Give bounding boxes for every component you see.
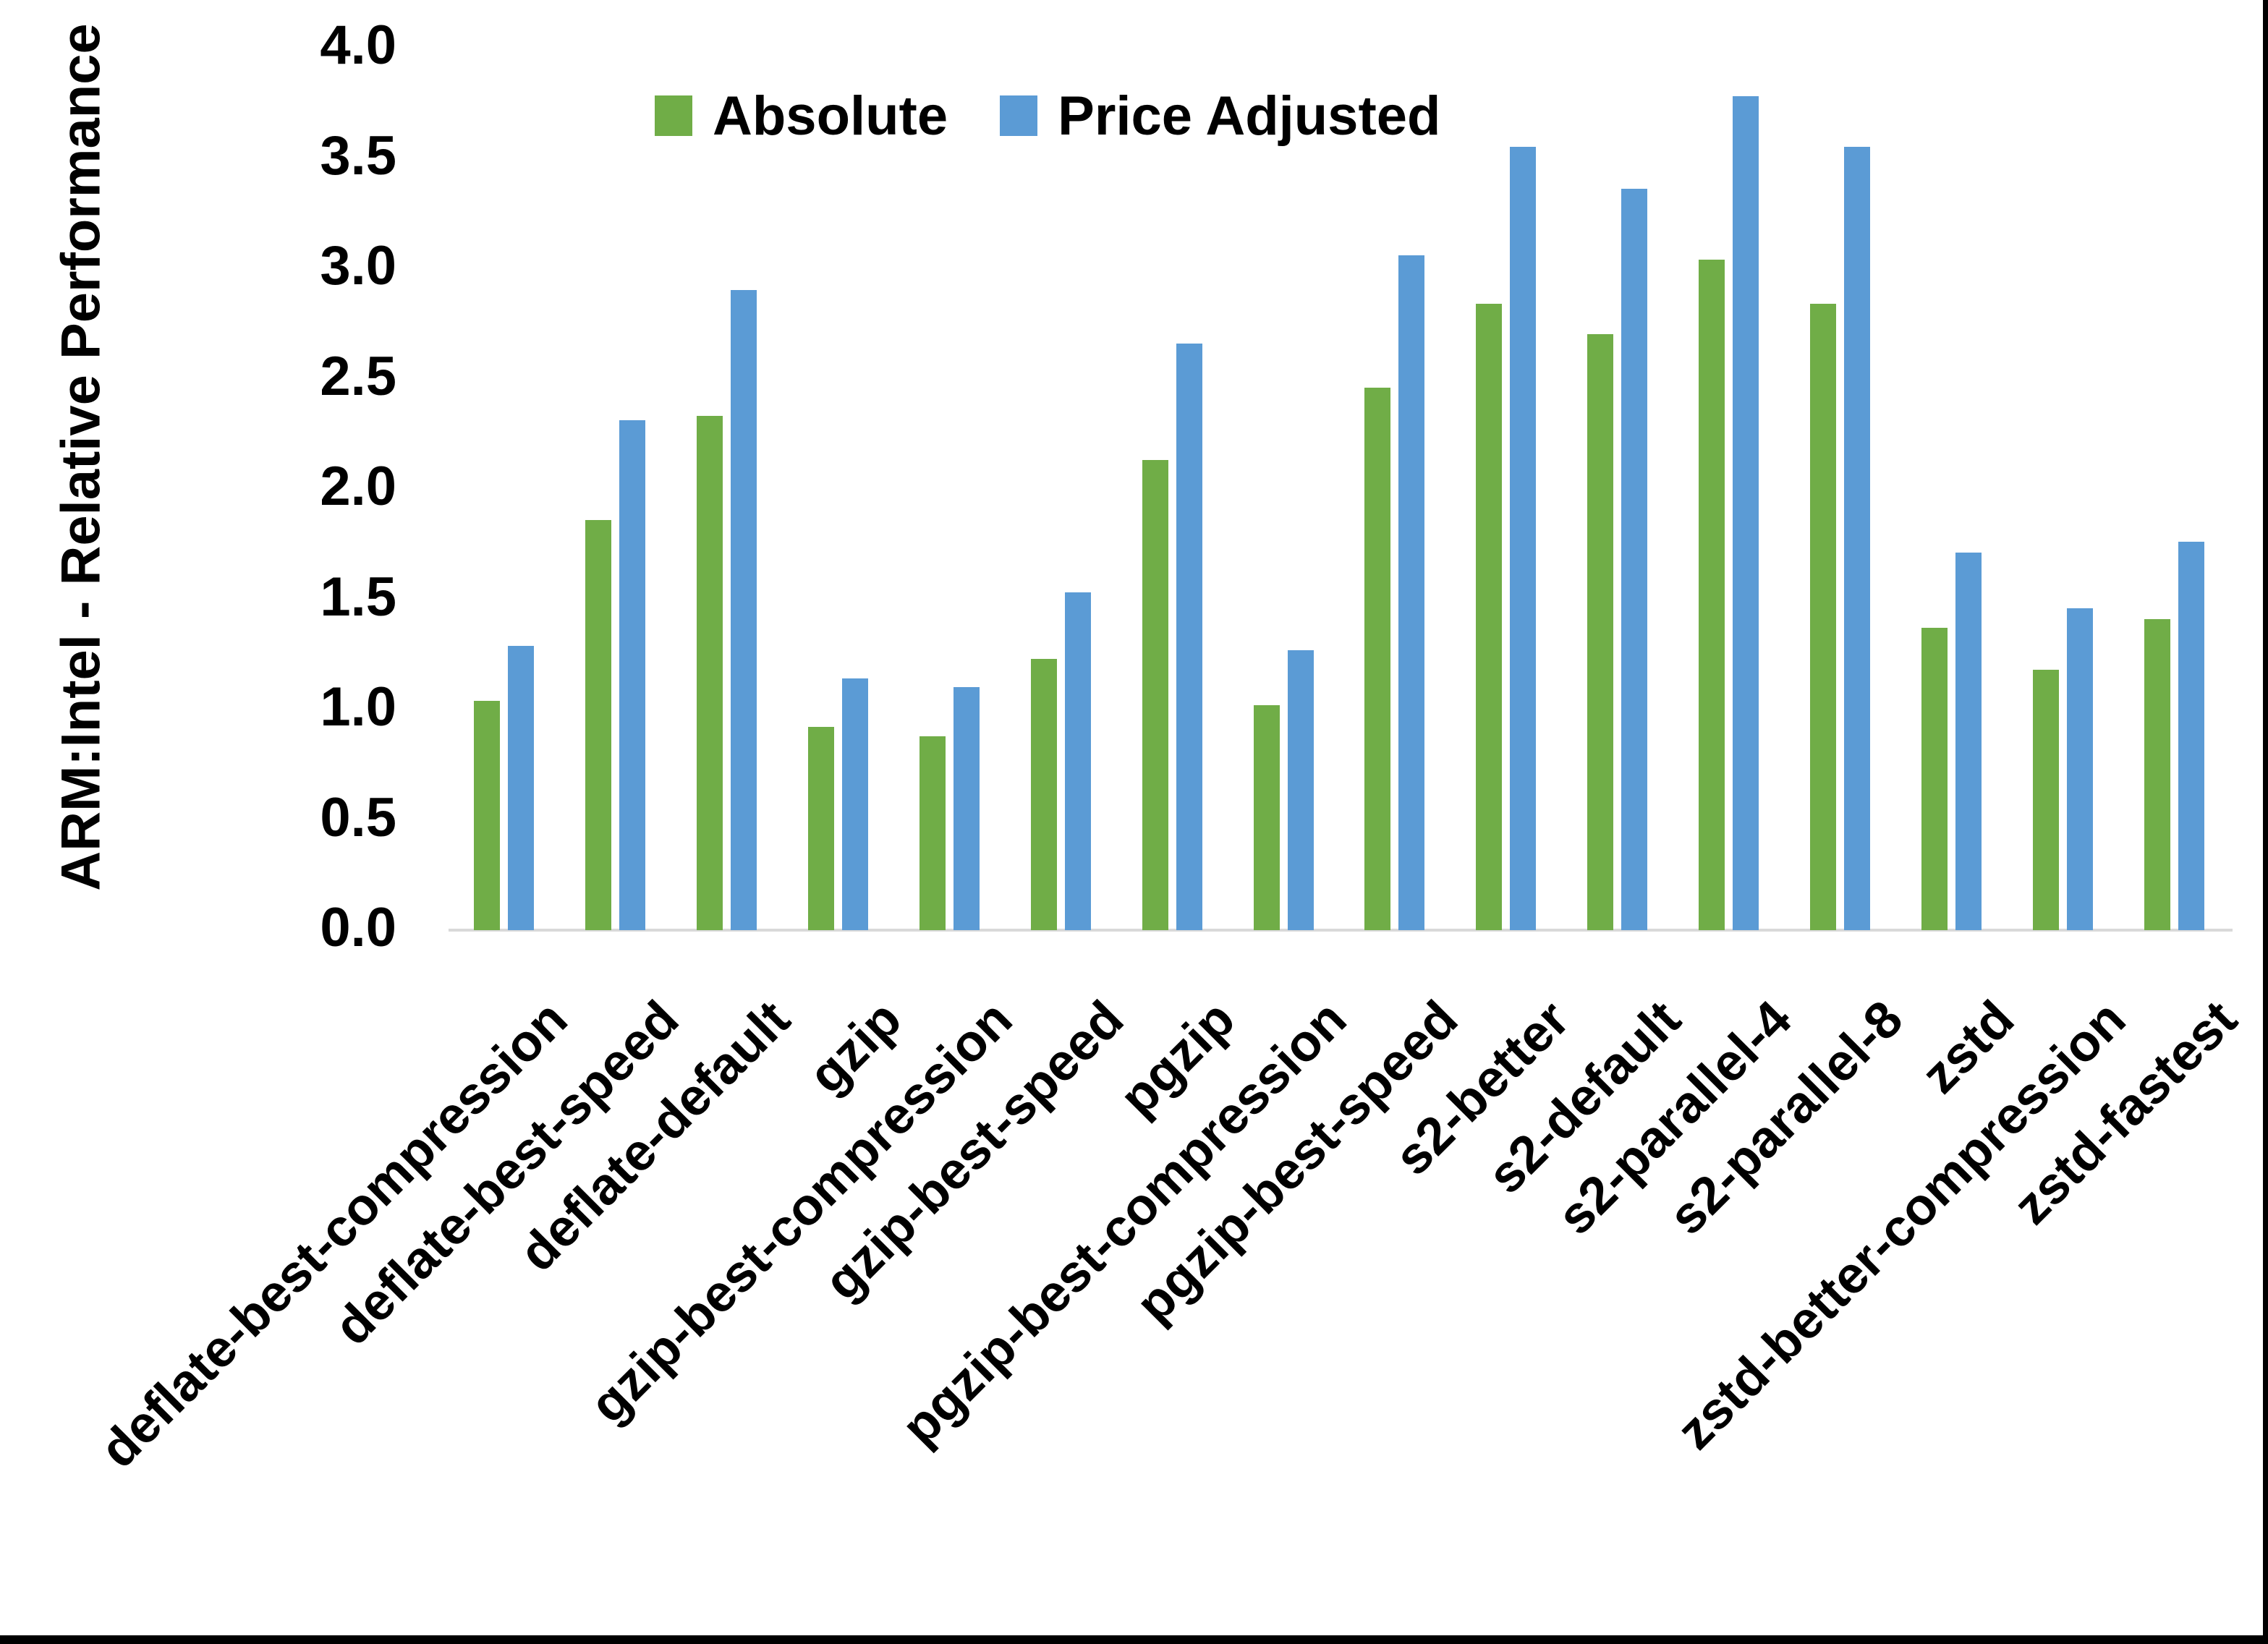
legend-swatch-icon [655, 95, 692, 136]
y-tick-label-1.5: 1.5 [320, 566, 396, 628]
bar-absolute-pgzip-best-compression [1253, 705, 1280, 930]
bar-price-adjusted-gzip-best-speed [1064, 592, 1091, 930]
category-label-text: s2-parallel-4 [1547, 989, 1803, 1246]
bar-absolute-deflate-best-speed [585, 520, 612, 930]
category-label-text: pgzip-best-compression [891, 989, 1358, 1457]
legend-label: Absolute [713, 85, 948, 147]
y-tick-label-2.5: 2.5 [320, 345, 396, 407]
bar-absolute-pgzip-best-speed [1364, 388, 1391, 930]
category-label-text: pgzip [1108, 989, 1246, 1128]
y-tick-label-3.5: 3.5 [320, 124, 396, 187]
bar-absolute-gzip-best-compression [919, 736, 946, 930]
bar-absolute-gzip [808, 727, 835, 930]
category-label-text: zstd-better-compression [1665, 989, 2137, 1461]
bar-absolute-zstd-better-compression [2032, 670, 2059, 930]
category-label-text: s2-parallel-8 [1657, 989, 1914, 1246]
category-label-zstd: zstd [971, 989, 2025, 1104]
category-label-text: pgzip-best-speed [1125, 989, 1469, 1334]
bar-price-adjusted-deflate-default [731, 290, 757, 930]
category-label-text: deflate-best-compression [89, 989, 579, 1479]
category-label-gzip: gzip [0, 989, 912, 1104]
y-tick-label-0.0: 0.0 [320, 897, 396, 959]
category-label-pgzip: pgzip [192, 989, 1246, 1127]
bar-price-adjusted-s2-parallel-4 [1733, 96, 1759, 930]
bar-price-adjusted-s2-default [1621, 189, 1648, 930]
frame-border-bottom [0, 1635, 2268, 1644]
bar-absolute-s2-default [1587, 334, 1614, 930]
bar-price-adjusted-zstd [1955, 553, 1982, 930]
bar-absolute-deflate-default [697, 416, 723, 930]
plot-area [449, 48, 2233, 932]
bar-absolute-pgzip [1142, 460, 1168, 930]
category-label-text: s2-default [1476, 989, 1691, 1205]
bar-absolute-s2-parallel-4 [1699, 260, 1725, 930]
bar-price-adjusted-zstd-fastest [2178, 542, 2204, 930]
category-label-s2-parallel-4: s2-parallel-4 [749, 989, 1803, 1246]
category-label-s2-default: s2-default [637, 989, 1691, 1205]
legend-item-price-adjusted: Price Adjusted [1000, 85, 1440, 148]
y-tick-label-4.0: 4.0 [320, 14, 396, 77]
bar-price-adjusted-pgzip-best-compression [1287, 650, 1314, 930]
category-label-zstd-better-compression: zstd-better-compression [1082, 989, 2137, 1461]
category-label-text: deflate-default [508, 989, 801, 1283]
category-label-text: gzip-best-speed [813, 989, 1135, 1311]
bar-price-adjusted-gzip [842, 678, 869, 930]
y-tick-label-3.0: 3.0 [320, 235, 396, 297]
category-label-s2-better: s2-better [526, 989, 1580, 1187]
bar-absolute-deflate-best-compression [474, 701, 501, 930]
category-label-zstd-fastest: zstd-fastest [1194, 989, 2248, 1235]
bar-price-adjusted-s2-parallel-8 [1843, 147, 1870, 930]
category-label-pgzip-best-speed: pgzip-best-speed [415, 989, 1469, 1334]
bar-absolute-s2-parallel-8 [1809, 304, 1836, 930]
bar-price-adjusted-deflate-best-speed [619, 420, 646, 930]
x-axis-line [449, 929, 2233, 932]
category-label-text: zstd [1911, 989, 2026, 1105]
y-tick-label-1.0: 1.0 [320, 676, 396, 738]
frame-border-right [2263, 0, 2268, 1644]
legend-item-absolute: Absolute [655, 85, 948, 148]
bar-price-adjusted-zstd-better-compression [2066, 608, 2093, 930]
bar-absolute-s2-better [1476, 304, 1503, 930]
category-label-text: gzip [797, 989, 912, 1105]
bar-absolute-zstd [1921, 628, 1948, 930]
y-tick-label-0.5: 0.5 [320, 786, 396, 848]
category-label-text: s2-better [1383, 989, 1581, 1187]
category-label-deflate-default: deflate-default [0, 989, 800, 1282]
category-label-text: gzip-best-compression [579, 989, 1024, 1434]
y-axis-title: ARM:Intel - Relative Performance [50, 23, 112, 891]
category-label-s2-parallel-8: s2-parallel-8 [859, 989, 1914, 1246]
legend: Absolute Price Adjusted [655, 85, 1440, 148]
category-label-gzip-best-compression: gzip-best-compression [0, 989, 1024, 1434]
legend-swatch-icon [1000, 95, 1038, 136]
y-tick-label-2.0: 2.0 [320, 456, 396, 518]
bar-price-adjusted-deflate-best-compression [508, 646, 535, 930]
category-label-text: zstd-fastest [2002, 989, 2248, 1236]
legend-label: Price Adjusted [1058, 85, 1441, 147]
bar-price-adjusted-pgzip [1176, 344, 1202, 930]
category-label-pgzip-best-compression: pgzip-best-compression [303, 989, 1357, 1457]
bar-price-adjusted-s2-better [1510, 147, 1537, 930]
category-label-deflate-best-speed: deflate-best-speed [0, 989, 689, 1356]
category-label-deflate-best-compression: deflate-best-compression [0, 989, 578, 1479]
bar-price-adjusted-pgzip-best-speed [1398, 255, 1425, 930]
bar-absolute-gzip-best-speed [1030, 659, 1057, 930]
bar-price-adjusted-gzip-best-compression [953, 687, 980, 930]
bar-absolute-zstd-fastest [2144, 619, 2170, 930]
category-label-gzip-best-speed: gzip-best-speed [80, 989, 1134, 1311]
category-label-text: deflate-best-speed [323, 989, 690, 1357]
